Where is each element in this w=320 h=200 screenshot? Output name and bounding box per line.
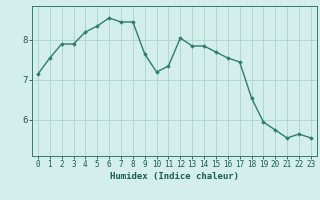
X-axis label: Humidex (Indice chaleur): Humidex (Indice chaleur) xyxy=(110,172,239,181)
